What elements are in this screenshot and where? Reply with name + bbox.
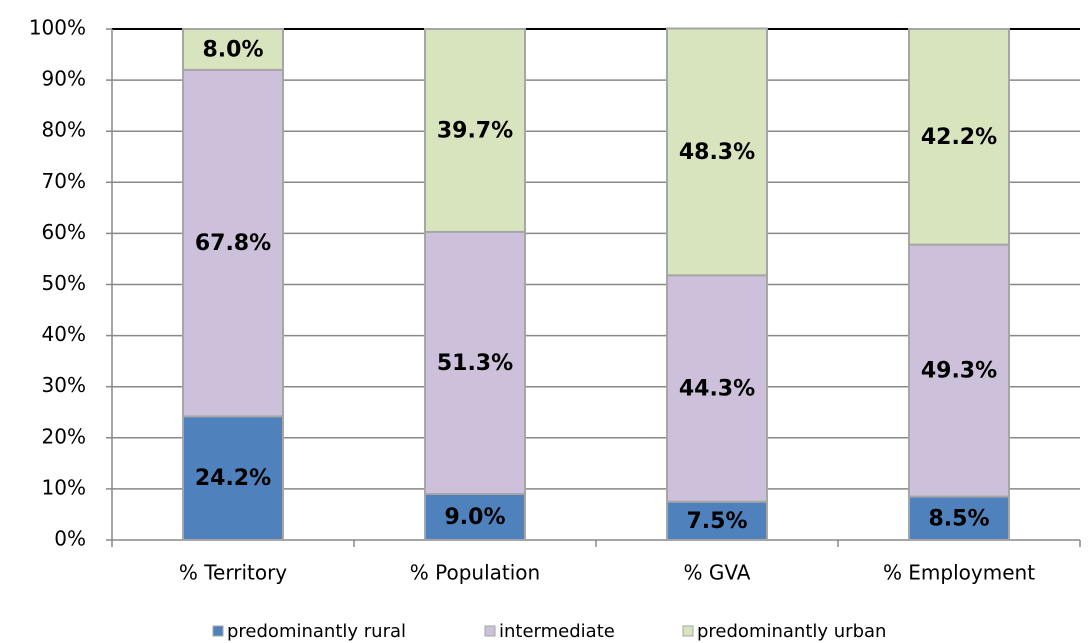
value-label: 42.2%	[921, 125, 997, 150]
legend-swatch	[212, 625, 224, 637]
bar-segment	[182, 68, 284, 418]
bar-segment	[424, 230, 526, 496]
value-label: 51.3%	[437, 351, 513, 376]
y-tick-label: 50%	[42, 271, 86, 295]
y-tick-label: 10%	[42, 475, 86, 499]
value-label: 44.3%	[679, 376, 755, 401]
legend-label: predominantly rural	[227, 621, 406, 642]
y-tick-label: 100%	[29, 16, 86, 40]
x-tick-label: % Employment	[883, 561, 1035, 585]
y-tick-label: 20%	[42, 424, 86, 448]
x-tick-label: % Population	[410, 561, 540, 585]
y-tick-label: 60%	[42, 220, 86, 244]
legend-swatch	[682, 625, 694, 637]
x-tick-label: % Territory	[179, 561, 287, 585]
bar-segment	[182, 28, 284, 71]
bar-segment	[666, 27, 768, 277]
legend-swatch	[484, 625, 496, 637]
bar-segment	[908, 495, 1010, 542]
value-label: 39.7%	[437, 118, 513, 143]
value-label: 24.2%	[195, 466, 271, 491]
y-tick-label: 40%	[42, 322, 86, 346]
value-label: 67.8%	[195, 231, 271, 256]
bar-segment	[908, 28, 1010, 246]
y-tick-label: 80%	[42, 118, 86, 142]
y-tick-label: 0%	[54, 527, 86, 551]
value-label: 9.0%	[444, 505, 505, 530]
value-label: 8.0%	[202, 37, 263, 62]
value-label: 49.3%	[921, 359, 997, 384]
bar-segment	[666, 500, 768, 541]
y-tick-label: 90%	[42, 67, 86, 91]
x-tick-label: % GVA	[684, 561, 751, 585]
y-tick-label: 70%	[42, 169, 86, 193]
value-label: 48.3%	[679, 140, 755, 165]
bar-segment	[182, 415, 284, 542]
value-label: 8.5%	[928, 506, 989, 531]
bar-segment	[666, 274, 768, 503]
bar-segment	[424, 28, 526, 233]
bar-segment	[908, 243, 1010, 498]
legend-label: predominantly urban	[697, 621, 886, 642]
value-label: 7.5%	[686, 509, 747, 534]
legend-label: intermediate	[499, 621, 615, 642]
y-tick-label: 30%	[42, 373, 86, 397]
